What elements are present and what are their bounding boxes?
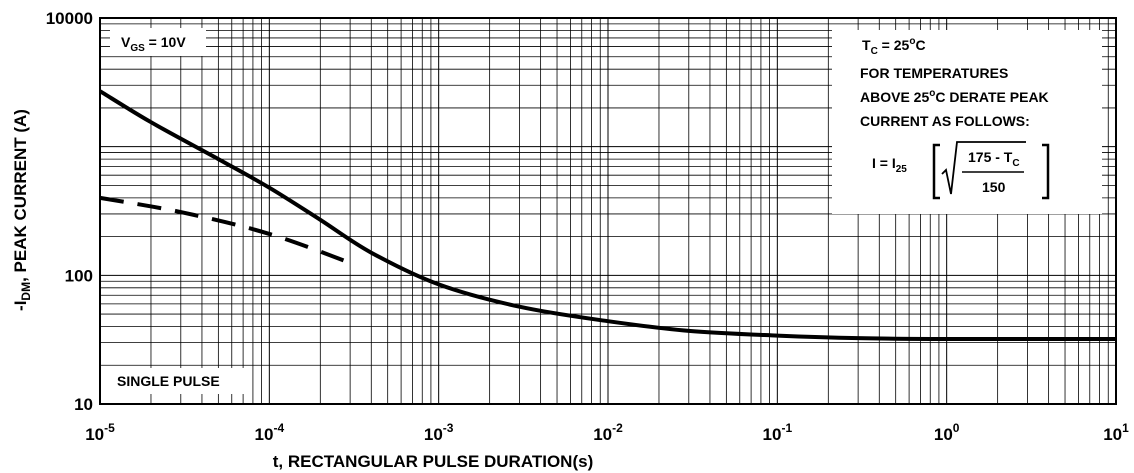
x-tick-label: 10-3 — [424, 421, 454, 444]
x-tick-label: 10-1 — [763, 421, 793, 444]
x-tick-label: 10-2 — [593, 421, 623, 444]
derate-line-1: FOR TEMPERATURES — [860, 65, 1008, 81]
x-tick-label: 10-5 — [85, 421, 115, 444]
y-axis-label: -IDM, PEAK CURRENT (A) — [11, 109, 33, 311]
plot-frame — [99, 17, 1117, 405]
formula-numerator: 175 - TC — [968, 149, 1020, 169]
tick-labels: 10-5 10-4 10-3 10-2 10-1 100 101 10 100 10000 — [46, 9, 1129, 444]
formula-sqrt-sign — [941, 141, 1026, 195]
single-pulse-label: SINGLE PULSE — [117, 373, 220, 389]
derate-line-2: ABOVE 25oC DERATE PEAK — [860, 88, 1049, 105]
vgs-label-box — [110, 28, 206, 56]
formula-right-bracket — [1042, 143, 1050, 200]
derate-note-box — [832, 30, 1102, 214]
y-tick-label: 10 — [74, 395, 93, 414]
y-tick-label: 10000 — [46, 9, 93, 28]
vgs-label: VGS = 10V — [121, 34, 186, 54]
formula-left-bracket — [932, 143, 940, 200]
tc-label: TC = 25oC — [862, 36, 926, 57]
x-axis-label: t, RECTANGULAR PULSE DURATION(s) — [273, 452, 593, 471]
derate-line-3: CURRENT AS FOLLOWS: — [860, 113, 1030, 129]
dashed-series-line — [99, 195, 351, 265]
x-tick-label: 100 — [934, 421, 960, 444]
formula-lhs: I = I25 — [872, 155, 907, 175]
x-tick-label: 101 — [1103, 421, 1129, 444]
y-tick-label: 100 — [65, 266, 93, 285]
series-lines — [98, 89, 1116, 342]
formula-denominator: 150 — [982, 179, 1006, 195]
solid-series-line — [98, 89, 1116, 342]
x-tick-label: 10-4 — [255, 421, 285, 444]
single-pulse-box — [110, 368, 244, 394]
